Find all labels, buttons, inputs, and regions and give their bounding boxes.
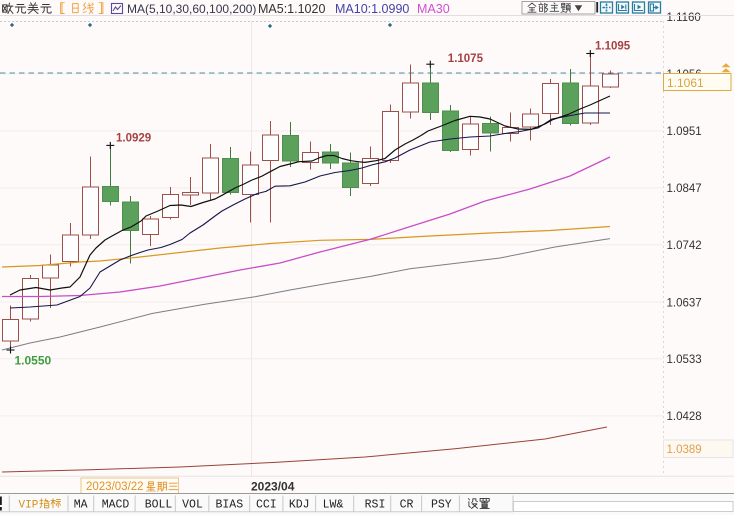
svg-text:1.0637: 1.0637 <box>667 298 702 310</box>
svg-text:2023/03/22: 2023/03/22 <box>86 481 144 493</box>
svg-text:1.0550: 1.0550 <box>15 354 52 368</box>
svg-text:MA5:1.1020: MA5:1.1020 <box>258 2 325 16</box>
svg-text:2023/04: 2023/04 <box>251 480 295 494</box>
svg-text:RSI: RSI <box>365 499 386 512</box>
svg-text:1.1095: 1.1095 <box>595 41 631 53</box>
svg-text:1.0533: 1.0533 <box>667 354 702 366</box>
svg-text:1.1075: 1.1075 <box>448 53 484 65</box>
svg-text:BOLL: BOLL <box>145 499 173 512</box>
svg-text:MA30: MA30 <box>417 2 450 16</box>
svg-text:1.0389: 1.0389 <box>667 444 702 456</box>
svg-text:MA: MA <box>74 499 88 512</box>
svg-text:1.0929: 1.0929 <box>116 133 151 145</box>
svg-text:VIP: VIP <box>19 500 39 512</box>
svg-text:1.1160: 1.1160 <box>667 12 701 24</box>
svg-text:1.0742: 1.0742 <box>667 240 702 252</box>
svg-text:CR: CR <box>400 499 414 512</box>
svg-text:CCI: CCI <box>256 499 277 512</box>
svg-text:1.0951: 1.0951 <box>667 126 702 138</box>
svg-text:1.0428: 1.0428 <box>667 411 702 423</box>
svg-text:MACD: MACD <box>102 499 130 512</box>
svg-text:VOL: VOL <box>182 499 203 512</box>
svg-text:MA10:1.0990: MA10:1.0990 <box>335 2 409 16</box>
svg-text:KDJ: KDJ <box>289 499 310 512</box>
svg-text:BIAS: BIAS <box>215 499 243 512</box>
svg-text:1.1061: 1.1061 <box>667 76 704 90</box>
svg-text:PSY: PSY <box>431 499 452 512</box>
svg-text:MA(5,10,30,60,100,200): MA(5,10,30,60,100,200) <box>127 2 256 16</box>
svg-text:LW&: LW& <box>323 499 344 512</box>
svg-text:1.0847: 1.0847 <box>667 183 702 195</box>
